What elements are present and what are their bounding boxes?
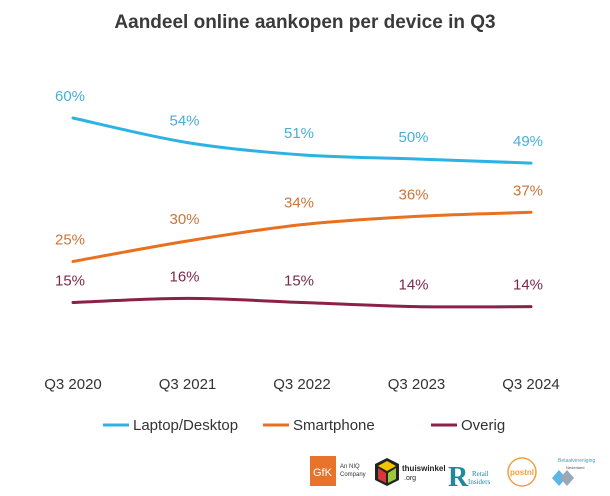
data-label: 30% <box>169 211 199 228</box>
data-label: 54% <box>169 113 199 130</box>
series-line-smartphone <box>71 210 533 263</box>
x-tick-label: Q3 2023 <box>388 376 446 393</box>
svg-text:Insiders: Insiders <box>468 478 490 486</box>
partner-logos: GfK An NIQ Company thuiswinkel .org R Re… <box>310 456 595 493</box>
line-chart: 60% 54% 51% 50% 49% 25% 30% 34% 36% 37% 15% 16% 15% 1… <box>44 88 560 434</box>
svg-text:postnl: postnl <box>510 468 534 477</box>
data-label: 15% <box>284 273 314 290</box>
legend-label: Laptop/Desktop <box>133 417 238 434</box>
svg-text:Nederland: Nederland <box>566 465 584 470</box>
x-tick-label: Q3 2022 <box>273 376 331 393</box>
svg-text:GfK: GfK <box>313 467 333 479</box>
series-line-laptop-desktop <box>71 116 533 165</box>
betaalvereniging-logo: Betaalvereniging Nederland <box>552 458 595 486</box>
data-label: 49% <box>513 133 543 150</box>
retail-insiders-logo: R Retail Insiders <box>448 462 490 493</box>
data-label: 50% <box>398 129 428 146</box>
x-tick-label: Q3 2020 <box>44 376 102 393</box>
svg-text:thuiswinkel: thuiswinkel <box>402 464 446 473</box>
postnl-logo: postnl <box>507 457 537 487</box>
data-label: 16% <box>169 268 199 285</box>
legend-label: Overig <box>461 417 505 434</box>
legend-label: Smartphone <box>293 417 375 434</box>
data-label: 14% <box>513 277 543 294</box>
data-label: 37% <box>513 182 543 199</box>
x-tick-label: Q3 2021 <box>159 376 217 393</box>
gfk-logo: GfK An NIQ Company <box>310 456 366 486</box>
svg-text:.org: .org <box>404 475 416 482</box>
data-label: 36% <box>398 186 428 203</box>
data-label: 14% <box>398 277 428 294</box>
svg-text:R: R <box>448 462 469 493</box>
chart-title: Aandeel online aankopen per device in Q3 <box>114 12 496 33</box>
data-label: 34% <box>284 195 314 212</box>
x-tick-label: Q3 2024 <box>502 376 560 393</box>
svg-text:Retail: Retail <box>472 470 489 478</box>
svg-text:Company: Company <box>340 472 366 478</box>
data-label: 51% <box>284 125 314 142</box>
svg-text:Betaalvereniging: Betaalvereniging <box>558 458 595 464</box>
series-line-overig <box>71 296 533 309</box>
data-label: 15% <box>55 273 85 290</box>
data-label: 60% <box>55 88 85 105</box>
svg-text:An NIQ: An NIQ <box>340 464 360 470</box>
data-label: 25% <box>55 232 85 249</box>
thuiswinkel-logo: thuiswinkel .org <box>375 458 446 486</box>
